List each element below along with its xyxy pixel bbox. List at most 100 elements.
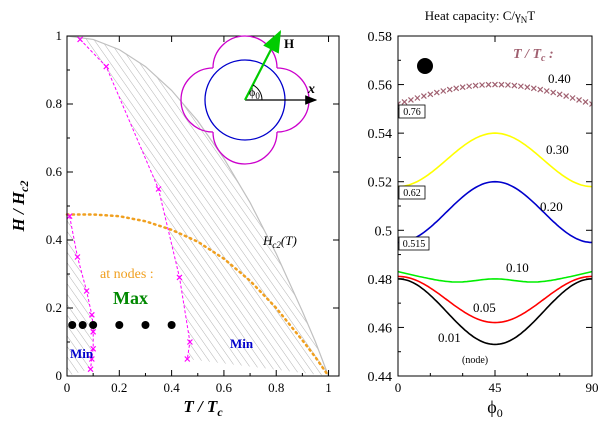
right-x-tick-label: 0: [395, 380, 402, 395]
right-x-tick-label: 45: [489, 380, 502, 395]
legend-black-dot: [417, 58, 433, 74]
right-y-tick-label: 0.46: [368, 321, 393, 336]
series-marker-0.40: [433, 89, 440, 96]
series-marker-0.40: [459, 84, 466, 91]
left-x-axis-label: T / Tc: [183, 397, 223, 419]
boxed-label-076: 0.76: [398, 104, 426, 119]
black-point: [78, 321, 87, 329]
series-label-001: 0.01: [438, 330, 461, 345]
series-marker-0.40: [563, 93, 570, 100]
series-marker-0.40: [576, 97, 582, 103]
boundary-right-marker: [184, 356, 191, 362]
right-x-tick-label: 90: [586, 380, 599, 395]
series-marker-0.40: [492, 81, 498, 88]
boxed-label-062: 0.62: [398, 185, 426, 200]
series-marker-0.40: [511, 82, 518, 89]
field-angle-inset: H x ϕ0: [180, 30, 318, 165]
svg-text:0.76: 0.76: [403, 107, 421, 118]
right-y-tick-label: 0.56: [368, 79, 393, 94]
legend-title: T / Tc :: [513, 47, 554, 64]
right-y-tick-label: 0.58: [368, 30, 393, 45]
left-x-tick-label: 0.8: [268, 380, 284, 395]
inset-phi-label: ϕ0: [249, 85, 260, 101]
min-label-right: Min: [230, 336, 254, 351]
left-x-tick-label: 0.4: [163, 380, 180, 395]
right-y-tick-label: 0.52: [368, 176, 393, 191]
left-x-tick-label: 0.2: [111, 380, 127, 395]
black-point: [141, 321, 150, 329]
boundary-left-marker: [83, 288, 90, 294]
boundary-right-marker: [176, 274, 183, 281]
boundary-left-marker: [74, 254, 81, 260]
svg-text:0.62: 0.62: [403, 188, 421, 199]
boundary-left-marker: [88, 356, 95, 362]
left-y-tick-label: 0: [56, 368, 63, 383]
inset-field-arrow: [244, 30, 282, 101]
boundary-right-curve: [79, 39, 191, 360]
inset-h-label: H: [284, 36, 294, 51]
series-marker-0.40: [453, 85, 460, 92]
left-y-tick-label: 0.4: [46, 232, 63, 247]
right-y-tick-label: 0.48: [368, 273, 393, 288]
min-label-left: Min: [70, 346, 94, 361]
boundary-left-marker: [88, 311, 95, 318]
series-marker-0.40: [530, 85, 537, 92]
hc2-label: Hc2(T): [262, 233, 297, 250]
series-marker-0.40: [537, 86, 544, 93]
left-x-tick-label: 0: [64, 380, 71, 395]
right-x-axis-label: ϕ0: [487, 397, 502, 420]
series-marker-0.40: [446, 86, 453, 93]
left-x-tick-label: 1: [325, 380, 332, 395]
left-y-tick-label: 0.8: [46, 96, 62, 111]
series-marker-0.40: [427, 91, 434, 98]
black-point: [89, 321, 98, 329]
black-point: [167, 321, 176, 329]
inset-angle-arc: [252, 84, 263, 101]
series-marker-0.40: [485, 81, 492, 88]
series-marker-0.40: [414, 95, 421, 101]
series-marker-0.40: [582, 99, 589, 105]
inset-x-label: x: [307, 82, 315, 97]
series-marker-0.40: [505, 82, 511, 88]
series-marker-0.40: [517, 83, 524, 90]
series-label-020: 0.20: [540, 199, 563, 214]
nodes-label: at nodes :: [100, 267, 154, 282]
series-marker-0.40: [479, 82, 485, 88]
series-line-0.05: [398, 275, 592, 324]
series-line-0.10: [398, 270, 592, 283]
boundary-left-marker: [66, 213, 73, 220]
svg-text:0.515: 0.515: [403, 239, 426, 250]
inset-petals: [180, 35, 310, 165]
right-y-tick-label: 0.5: [375, 224, 393, 239]
boundary-left-marker: [90, 328, 97, 335]
left-y-tick-label: 0.6: [46, 164, 63, 179]
series-marker-0.40: [543, 88, 550, 94]
right-chart-title: Heat capacity: C/γNT: [425, 8, 535, 25]
series-label-040: 0.40: [548, 71, 571, 86]
series-marker-0.40: [556, 91, 563, 98]
right-y-tick-label: 0.54: [368, 127, 393, 142]
boundary-right-marker: [186, 339, 193, 345]
series-marker-0.40: [401, 99, 408, 105]
boxed-label-0515: 0.515: [398, 236, 430, 251]
series-marker-0.40: [524, 84, 531, 91]
black-point: [115, 321, 124, 329]
series-marker-0.40: [472, 82, 479, 89]
series-marker-0.40: [420, 93, 427, 100]
series-label-030: 0.30: [546, 142, 569, 157]
hatched-region: [67, 36, 329, 376]
boundary-right-marker: [155, 186, 162, 192]
series-line-0.01: [398, 278, 592, 346]
nodes-curve: [65, 213, 330, 378]
boundary-right-marker: [77, 36, 84, 43]
node-label: (node): [462, 355, 488, 366]
series-marker-0.40: [498, 81, 505, 88]
right-plot-frame: [397, 35, 593, 377]
left-x-tick-label: 0.6: [216, 380, 233, 395]
series-label-010: 0.10: [506, 260, 529, 275]
phase-diagram: 0 0.2 0.4 0.6 0.8 1 0 0.2 0.4 0.6 0.8 1 T / Tc H / …: [9, 28, 340, 419]
boundary-left-marker: [90, 345, 97, 352]
series-line-0.30: [398, 132, 592, 188]
series-marker-0.40: [466, 83, 473, 90]
right-y-tick-label: 0.44: [368, 370, 393, 385]
